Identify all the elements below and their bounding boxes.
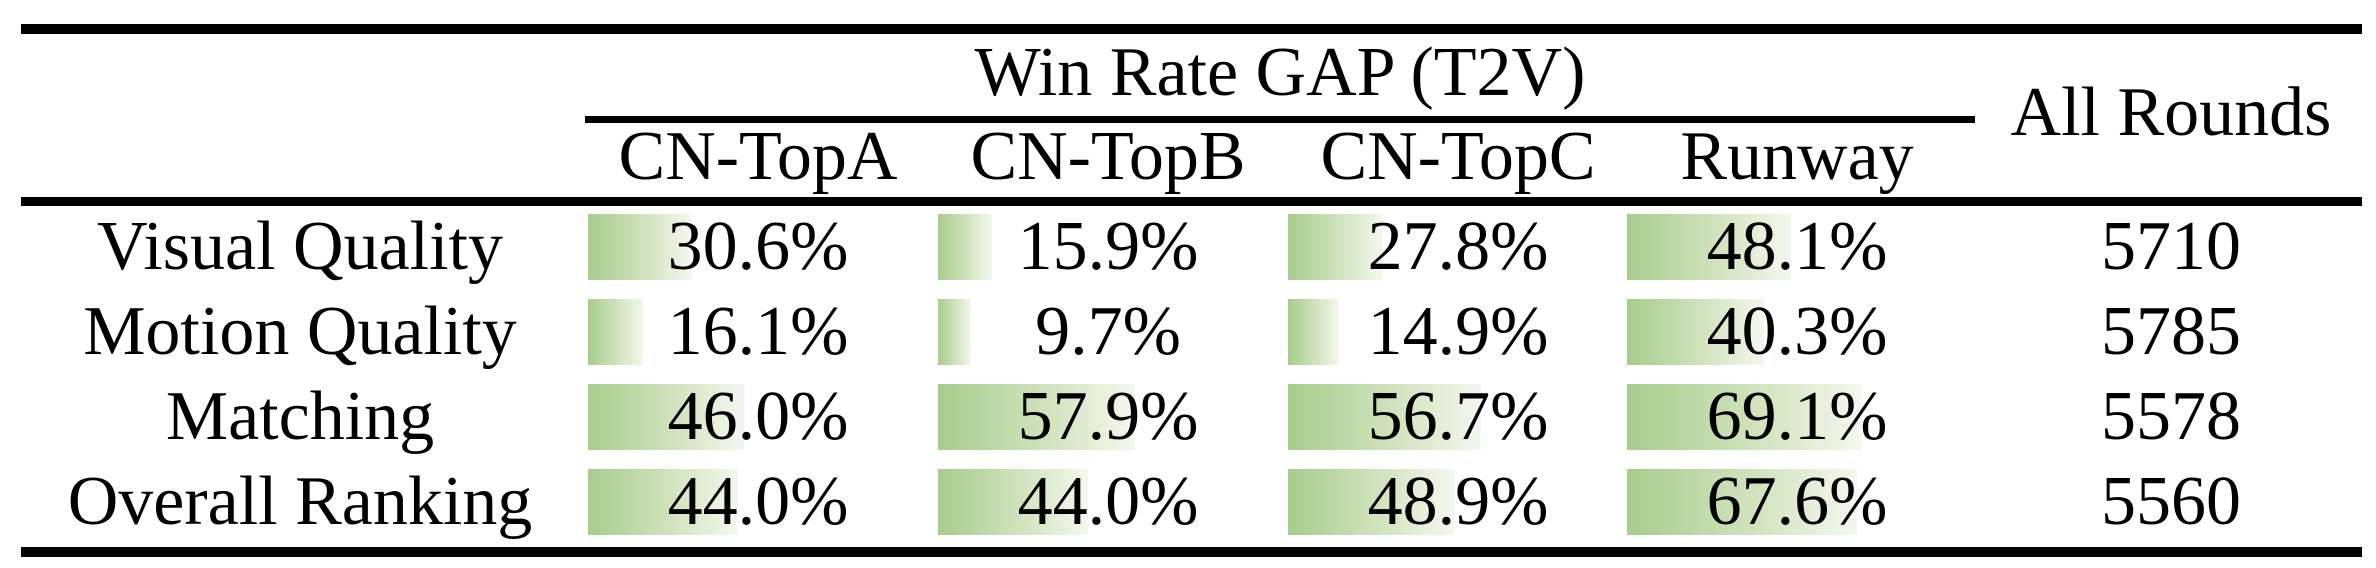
win-rate-bar <box>588 299 643 365</box>
header-body-rule <box>21 197 2362 206</box>
data-cell: 46.0% <box>588 378 928 455</box>
win-rate-bar <box>588 214 693 280</box>
win-rate-value: 69.1% <box>1706 378 1888 455</box>
column-header-cn-topb: CN-TopB <box>970 118 1246 195</box>
win-rate-bar <box>588 469 738 535</box>
all-rounds-value: 5578 <box>2101 378 2241 455</box>
column-header-cn-topa: CN-TopA <box>618 118 898 195</box>
all-rounds-value: 5560 <box>2101 463 2241 540</box>
data-cell: 30.6% <box>588 208 928 285</box>
win-rate-value: 46.0% <box>667 378 849 455</box>
data-cell: 57.9% <box>938 378 1278 455</box>
win-rate-value: 16.1% <box>667 293 849 370</box>
win-rate-value: 67.6% <box>1706 463 1888 540</box>
win-rate-bar <box>1288 299 1339 365</box>
all-rounds-value: 5785 <box>2101 293 2241 370</box>
win-rate-value: 27.8% <box>1367 208 1549 285</box>
data-cell: 67.6% <box>1627 463 1967 540</box>
win-rate-value: 30.6% <box>667 208 849 285</box>
row-label: Motion Quality <box>83 293 517 370</box>
win-rate-bar <box>1627 469 1857 535</box>
win-rate-bar <box>938 469 1088 535</box>
win-rate-bar <box>1288 469 1455 535</box>
win-rate-value: 48.1% <box>1706 208 1888 285</box>
group-header-title: Win Rate GAP (T2V) <box>974 34 1586 111</box>
win-rate-bar <box>1288 384 1481 450</box>
top-rule <box>21 24 2362 34</box>
win-rate-bar <box>938 384 1135 450</box>
data-cell: 14.9% <box>1288 293 1628 370</box>
win-rate-value: 48.9% <box>1367 463 1549 540</box>
win-rate-value: 14.9% <box>1367 293 1549 370</box>
data-cell: 44.0% <box>938 463 1278 540</box>
win-rate-value: 40.3% <box>1706 293 1888 370</box>
win-rate-bar <box>938 299 971 365</box>
column-header-runway: Runway <box>1680 118 1914 195</box>
win-rate-bar <box>1288 214 1383 280</box>
bottom-rule <box>21 547 2362 557</box>
all-rounds-value: 5710 <box>2101 208 2241 285</box>
row-label: Visual Quality <box>96 208 504 285</box>
win-rate-bar <box>938 214 993 280</box>
data-cell: 44.0% <box>588 463 928 540</box>
win-rate-bar <box>1627 214 1791 280</box>
data-cell: 27.8% <box>1288 208 1628 285</box>
win-rate-value: 15.9% <box>1017 208 1199 285</box>
group-header-underline <box>585 116 1975 123</box>
data-cell: 69.1% <box>1627 378 1967 455</box>
data-cell: 48.9% <box>1288 463 1628 540</box>
win-rate-bar <box>1627 384 1862 450</box>
win-rate-value: 9.7% <box>1035 293 1181 370</box>
win-rate-value: 56.7% <box>1367 378 1549 455</box>
win-rate-bar <box>1627 299 1765 365</box>
data-cell: 40.3% <box>1627 293 1967 370</box>
column-header-cn-topc: CN-TopC <box>1320 118 1596 195</box>
win-rate-value: 44.0% <box>1017 463 1199 540</box>
data-cell: 16.1% <box>588 293 928 370</box>
data-cell: 15.9% <box>938 208 1278 285</box>
data-cell: 56.7% <box>1288 378 1628 455</box>
win-rate-bar <box>588 384 745 450</box>
row-label: Overall Ranking <box>67 463 533 540</box>
win-rate-value: 44.0% <box>667 463 849 540</box>
win-rate-value: 57.9% <box>1017 378 1199 455</box>
data-cell: 48.1% <box>1627 208 1967 285</box>
data-cell: 9.7% <box>938 293 1278 370</box>
row-label: Matching <box>165 378 435 455</box>
all-rounds-column-header: All Rounds <box>2010 74 2332 151</box>
